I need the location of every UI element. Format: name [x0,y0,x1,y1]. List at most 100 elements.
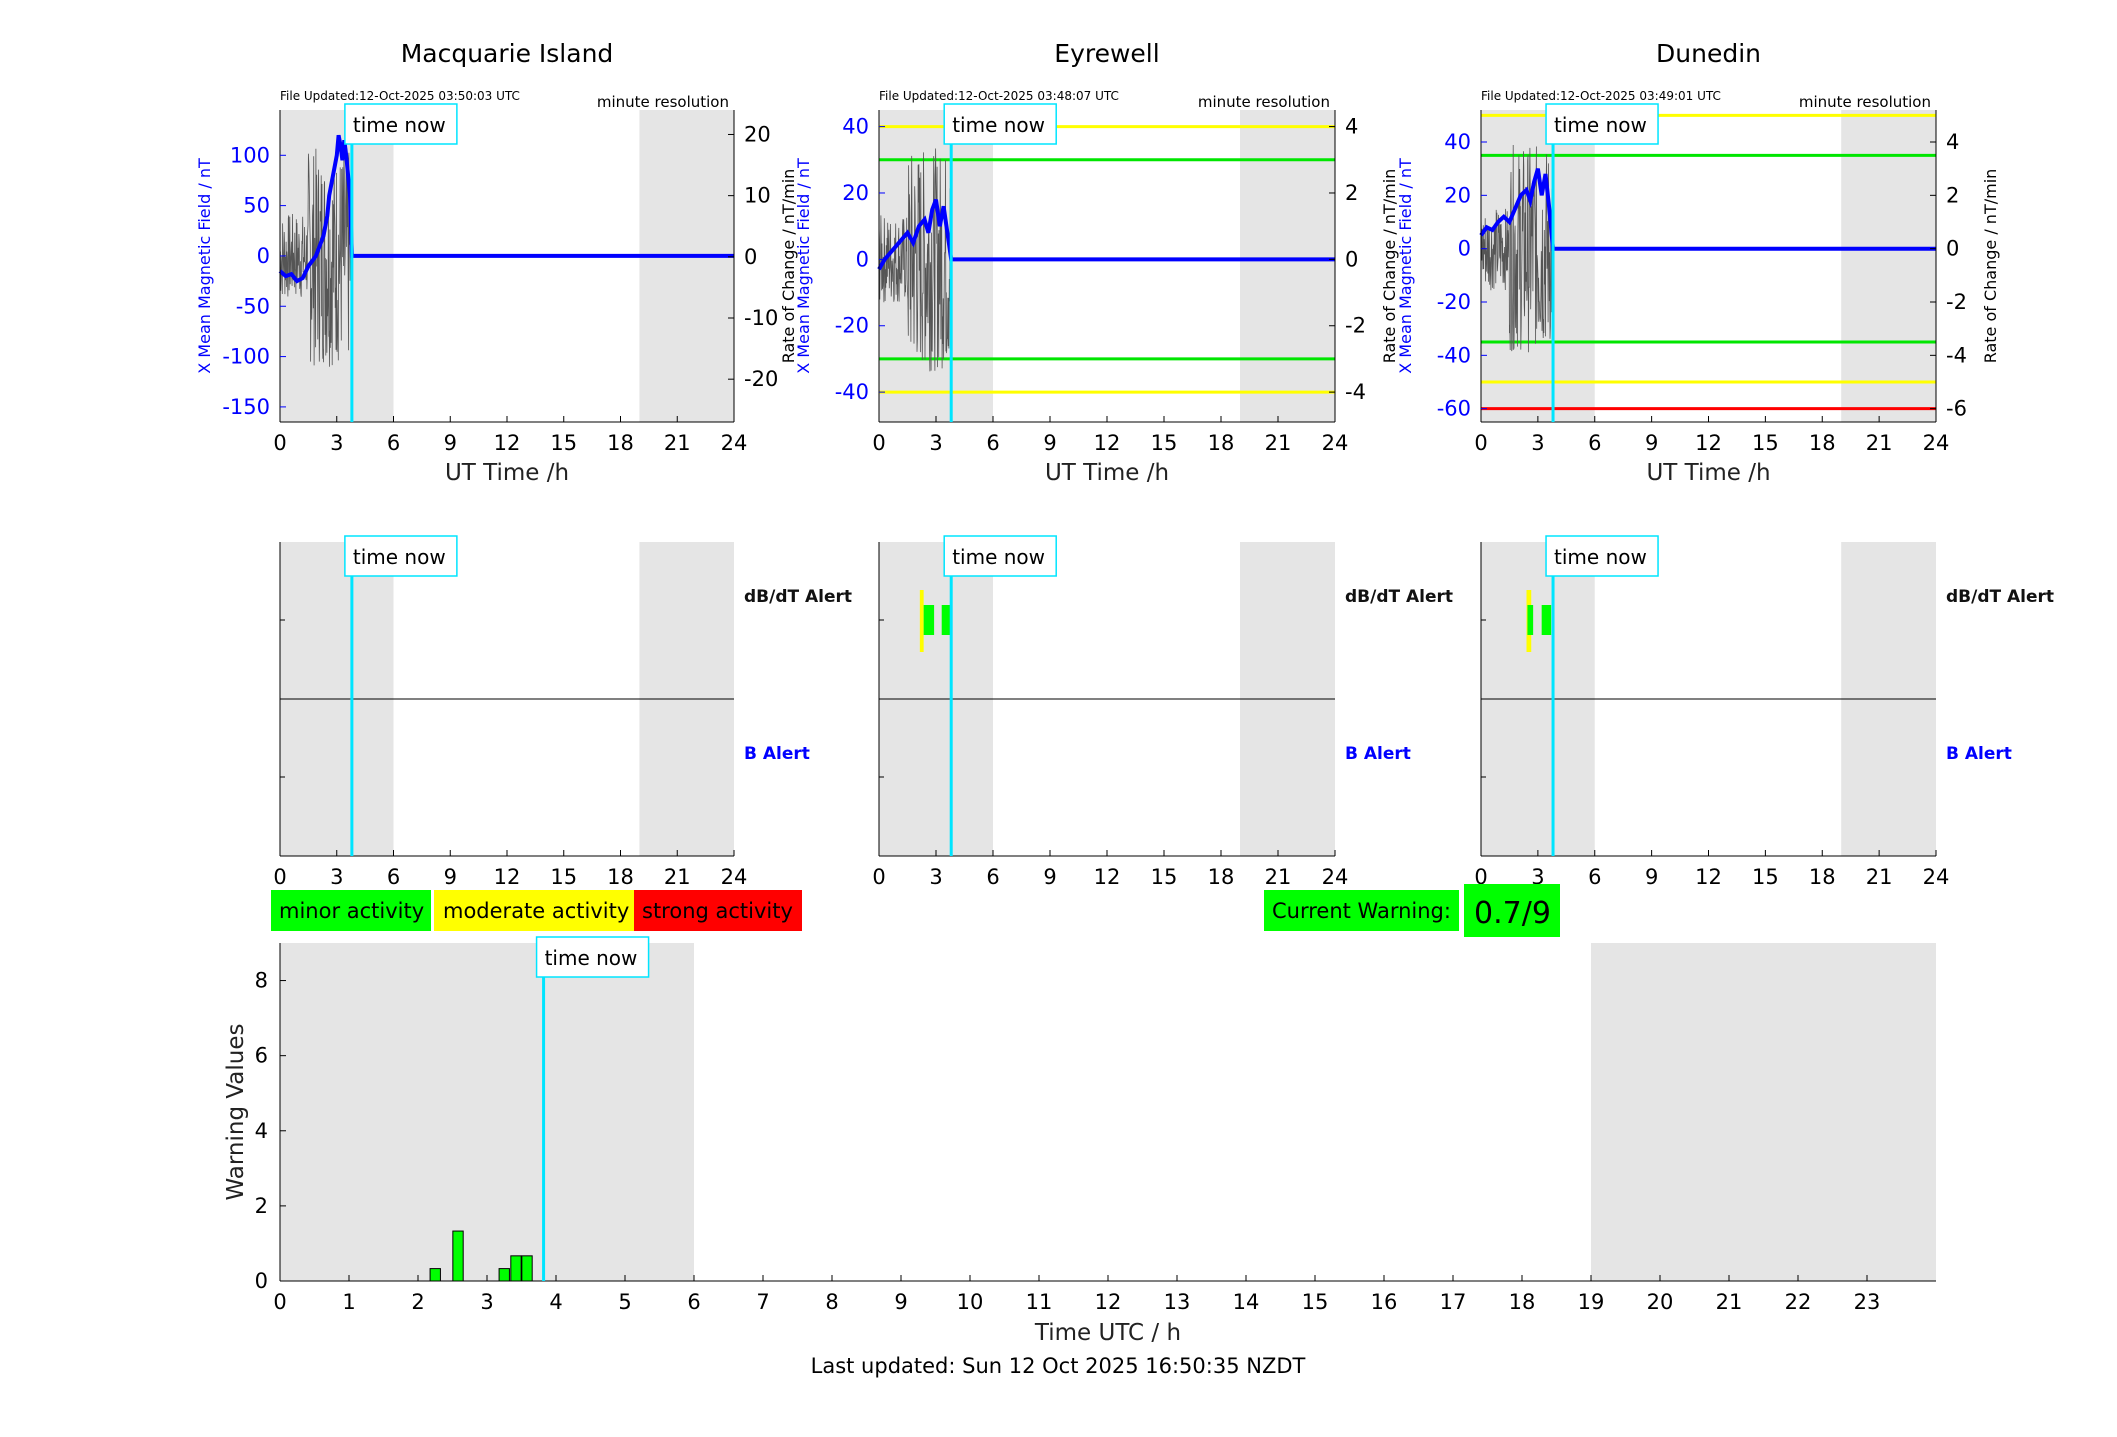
warning-xtick-label-21: 21 [1716,1290,1743,1314]
station1-ylabel-right: Rate of Change / nT/min [1380,169,1399,364]
station1-xtick-label-6: 18 [1208,431,1235,455]
current-warning-label: Current Warning: [1272,899,1451,923]
station0-file-updated: File Updated:12-Oct-2025 03:50:03 UTC [280,89,520,103]
station2-xtick-label-8: 24 [1923,431,1950,455]
warning-xtick-label-12: 12 [1095,1290,1122,1314]
station2-x-field-series-0 [1479,168,1936,251]
alert2-xtick-label-5: 15 [1752,865,1779,889]
station1-ytick-right-label-4: 4 [1345,115,1358,139]
station0-xtick-label-4: 12 [494,431,521,455]
alert0-xtick-label-2: 6 [387,865,400,889]
alert2-dbdt-label: dB/dT Alert [1946,587,2054,607]
station2-ylabel-left: X Mean Magnetic Field / nT [1396,158,1415,374]
station0-rate-trace [279,148,352,367]
warning-ytick-label-2: 4 [255,1119,268,1143]
current-warning-value: 0.7/9 [1474,896,1551,931]
station1-xlabel: UT Time /h [1045,460,1169,486]
station0-ytick-left-label-2: -50 [236,294,270,318]
station1-resolution: minute resolution [1198,93,1330,111]
warning-xtick-label-11: 11 [1026,1290,1053,1314]
warning-ytick-label-0: 0 [255,1269,268,1293]
warning-xtick-label-8: 8 [825,1290,838,1314]
alert0-xtick-label-1: 3 [330,865,343,889]
station1-ytick-left-label-1: -20 [835,314,869,338]
station1-shade-1 [1240,110,1335,422]
alert0-xtick-label-7: 21 [664,865,691,889]
station1-xtick-label-1: 3 [929,431,942,455]
warning-ylabel: Warning Values [223,1023,249,1200]
station2-xtick-label-4: 12 [1695,431,1722,455]
warning-xtick-label-15: 15 [1302,1290,1329,1314]
station2-ytick-left-label-1: -40 [1437,343,1471,367]
warning-shade-1 [1591,943,1936,1281]
station2-time-now-box [1545,103,1659,145]
legend-strong-label: strong activity [642,899,793,923]
station0-ytick-left-label-1: -100 [222,345,270,369]
station2-xtick-label-1: 3 [1531,431,1544,455]
warning-xtick-label-1: 1 [342,1290,355,1314]
station1-ytick-right-label-1: -2 [1345,314,1366,338]
station0-ytick-left-label-4: 50 [243,194,270,218]
alert2-xtick-label-6: 18 [1809,865,1836,889]
alert2-time-now-box [1545,535,1659,577]
warning-values-chart: 0 1 2 3 4 5 6 7 8 9 10 11 12 13 14 15 16 17 18 19 20 21 22 2302… [223,936,1936,1346]
station2-ylabel-right: Rate of Change / nT/min [1981,169,2000,364]
warning-xtick-label-14: 14 [1233,1290,1260,1314]
warning-xtick-label-13: 13 [1164,1290,1191,1314]
legend-minor-swatch [271,890,431,931]
warning-xtick-label-16: 16 [1371,1290,1398,1314]
warning-xtick-label-7: 7 [756,1290,769,1314]
station0-xtick-label-0: 0 [273,431,286,455]
station0-ylabel-right: Rate of Change / nT/min [779,169,798,364]
alert1-alert-bar-0 [919,590,924,652]
warning-bar-1 [452,1230,464,1282]
station1-ytick-left-label-2: 0 [856,247,869,271]
alert1-time-now-box [943,535,1057,577]
alert0-time-now-label: time now [353,545,446,569]
alert-chart-macquarie-island: 0 3 6 9 12 15 18 21 24 time now dB/dT Alert B Alert [273,535,852,889]
warning-xtick-label-6: 6 [687,1290,700,1314]
alert2-xtick-label-0: 0 [1474,865,1487,889]
alert0-xtick-label-4: 12 [494,865,521,889]
alert2-xtick-label-3: 9 [1645,865,1658,889]
alert1-alert-bar-1 [923,605,935,635]
alert0-xtick-label-0: 0 [273,865,286,889]
station0-xtick-label-7: 21 [664,431,691,455]
station2-ytick-left-label-4: 20 [1444,183,1471,207]
alert1-xtick-label-5: 15 [1151,865,1178,889]
station2-xlabel: UT Time /h [1646,460,1770,486]
station1-title: Eyrewell [1054,39,1159,68]
station1-xtick-label-7: 21 [1265,431,1292,455]
station0-ylabel-left: X Mean Magnetic Field / nT [195,158,214,374]
station1-xtick-label-3: 9 [1043,431,1056,455]
alert0-xtick-label-3: 9 [444,865,457,889]
warning-xtick-label-0: 0 [273,1290,286,1314]
station0-ytick-left-label-5: 100 [230,143,270,167]
alert1-xtick-label-6: 18 [1208,865,1235,889]
station2-xtick-label-5: 15 [1752,431,1779,455]
station0-shade-1 [639,110,734,422]
alert0-dbdt-label: dB/dT Alert [744,587,852,607]
alert2-alert-bar-2 [1541,605,1552,635]
station0-time-now-box [344,103,458,145]
station0-xtick-label-2: 6 [387,431,400,455]
warning-bar-0 [429,1268,441,1282]
warning-xtick-label-3: 3 [480,1290,493,1314]
station2-xtick-label-7: 21 [1866,431,1893,455]
station1-time-now-box [943,103,1057,145]
current-warning-value-box [1464,884,1560,937]
alert1-xtick-label-0: 0 [872,865,885,889]
station0-ytick-right-label-0: -20 [744,367,778,391]
station1-file-updated: File Updated:12-Oct-2025 03:48:07 UTC [879,89,1119,103]
station2-title: Dunedin [1656,39,1761,68]
alert1-xtick-label-2: 6 [986,865,999,889]
station1-ytick-left-label-4: 40 [842,115,869,139]
station0-xtick-label-6: 18 [607,431,634,455]
alert0-xtick-label-5: 15 [550,865,577,889]
alert2-time-now-label: time now [1554,545,1647,569]
alert0-xtick-label-8: 24 [721,865,748,889]
current-warning-label-box [1264,890,1459,931]
station2-ytick-right-label-0: -6 [1946,397,1967,421]
station2-xtick-label-6: 18 [1809,431,1836,455]
warning-xtick-label-2: 2 [411,1290,424,1314]
